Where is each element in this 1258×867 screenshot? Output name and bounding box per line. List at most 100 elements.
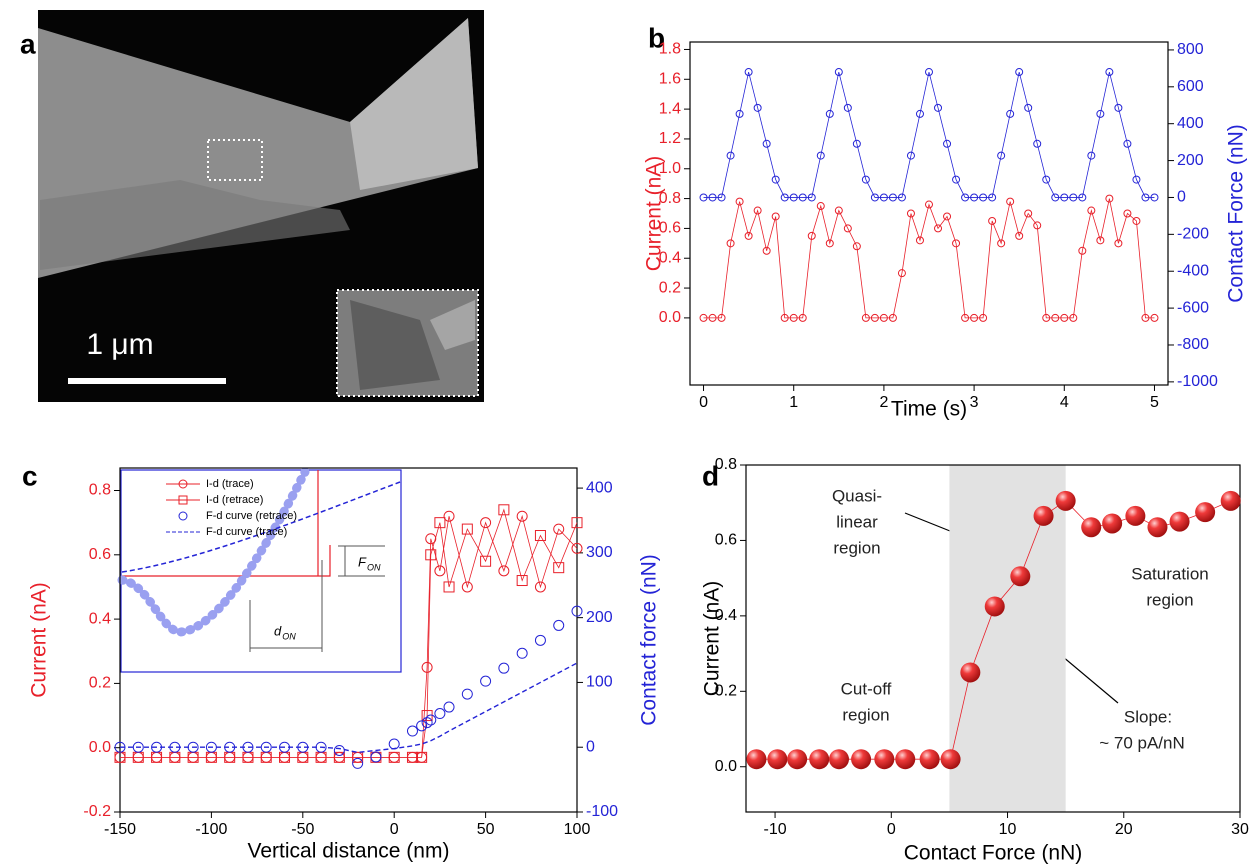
marker <box>717 193 726 202</box>
marker <box>834 68 843 77</box>
marker <box>1150 313 1159 322</box>
y2-tick-label: -800 <box>1177 336 1209 353</box>
legend-marker <box>178 479 188 489</box>
y-tick-label: 0.0 <box>715 758 737 775</box>
marker <box>870 193 879 202</box>
y-tick-label: 0.8 <box>659 190 681 207</box>
marker <box>1060 313 1069 322</box>
marker <box>807 193 816 202</box>
y-tick-label: 1.2 <box>659 130 681 147</box>
x-tick-label: 0 <box>390 821 399 838</box>
marker <box>762 246 771 255</box>
marker <box>798 313 807 322</box>
marker <box>461 688 473 700</box>
marker <box>1125 505 1146 526</box>
marker <box>1069 313 1078 322</box>
marker <box>708 313 717 322</box>
x-tick-label: 50 <box>477 821 495 838</box>
marker <box>260 741 272 753</box>
marker <box>425 549 437 561</box>
marker <box>421 717 433 729</box>
y-tick-label: 1.8 <box>659 41 681 58</box>
marker <box>753 206 762 215</box>
marker <box>132 741 144 753</box>
marker <box>480 555 492 567</box>
marker <box>553 523 565 535</box>
x-tick-label: 1 <box>789 394 798 411</box>
x-tick-label: 5 <box>1150 394 1159 411</box>
marker <box>370 751 382 763</box>
y-tick-label: 0.4 <box>659 249 681 266</box>
marker <box>1132 216 1141 225</box>
marker <box>762 139 771 148</box>
marker <box>480 517 492 529</box>
marker <box>943 139 952 148</box>
legend-marker <box>178 495 188 505</box>
series-line <box>120 508 578 758</box>
marker <box>843 103 852 112</box>
marker <box>443 581 455 593</box>
marker <box>726 151 735 160</box>
marker <box>915 236 924 245</box>
y2-tick-label: 200 <box>586 609 613 626</box>
marker <box>780 313 789 322</box>
marker <box>997 239 1006 248</box>
x-tick-label: 10 <box>999 821 1017 838</box>
marker <box>843 224 852 233</box>
x-tick-label: 3 <box>970 394 979 411</box>
panel-label: c <box>22 460 38 491</box>
panel-label: a <box>20 28 36 59</box>
marker <box>1169 511 1190 532</box>
marker <box>717 313 726 322</box>
marker <box>807 231 816 240</box>
marker <box>816 202 825 211</box>
marker <box>406 725 418 737</box>
marker <box>726 239 735 248</box>
marker <box>406 751 418 763</box>
marker <box>1069 193 1078 202</box>
sem-image <box>38 10 484 402</box>
y2-tick-label: 800 <box>1177 41 1204 58</box>
plot-frame <box>745 464 1241 813</box>
annotation: ~ 70 pA/nN <box>1099 733 1185 752</box>
y-tick-label: 1.4 <box>659 100 681 117</box>
y-axis-title: Current (nA) <box>643 156 666 272</box>
marker <box>699 313 708 322</box>
annotation: Cut-off <box>841 679 892 698</box>
x-axis-title: Vertical distance (nm) <box>248 840 450 863</box>
marker <box>1141 193 1150 202</box>
marker <box>534 581 546 593</box>
annotation: Quasi- <box>832 486 882 505</box>
marker <box>434 565 446 577</box>
y-tick-label: 0.8 <box>715 456 737 473</box>
scale-bar-label: 1 μm <box>86 328 153 361</box>
y-tick-label: 0.6 <box>89 546 111 563</box>
marker <box>979 313 988 322</box>
marker <box>735 197 744 206</box>
marker <box>1015 68 1024 77</box>
marker <box>753 103 762 112</box>
marker <box>1102 513 1123 534</box>
marker <box>1006 109 1015 118</box>
marker <box>571 542 583 554</box>
marker <box>571 517 583 529</box>
marker <box>1220 490 1241 511</box>
legend-marker <box>178 511 188 521</box>
marker <box>888 313 897 322</box>
marker <box>1078 246 1087 255</box>
marker <box>1060 193 1069 202</box>
marker <box>434 708 446 720</box>
legend-label: F-d curve (trace) <box>206 526 287 538</box>
marker <box>780 193 789 202</box>
marker <box>787 749 808 770</box>
marker <box>1033 139 1042 148</box>
marker <box>970 193 979 202</box>
marker <box>915 109 924 118</box>
marker <box>988 193 997 202</box>
y2-tick-label: -1000 <box>1177 373 1218 390</box>
marker <box>988 216 997 225</box>
x-tick-label: 4 <box>1060 394 1069 411</box>
x-tick-label: 30 <box>1231 821 1249 838</box>
marker <box>1096 109 1105 118</box>
